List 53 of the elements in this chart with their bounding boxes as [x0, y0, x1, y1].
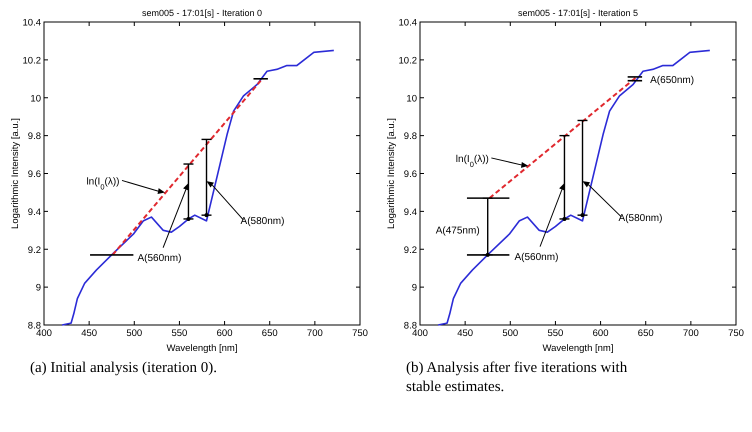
y-tick-label: 10 — [30, 93, 41, 104]
y-tick-label: 9.2 — [28, 244, 41, 256]
annotation: A(560nm) — [138, 252, 182, 264]
x-tick-label: 600 — [216, 328, 232, 339]
y-tick-label: 9 — [36, 282, 41, 294]
x-tick-label: 700 — [306, 328, 323, 339]
annotation: A(475nm) — [436, 226, 480, 237]
annotation: ln(I$_{0}$(λ)) — [86, 176, 120, 191]
y-tick-label: 9 — [412, 282, 417, 294]
y-tick-label: 9.4 — [28, 206, 41, 218]
x-tick-label: 550 — [172, 328, 188, 339]
x-tick-label: 550 — [548, 328, 564, 339]
annotation: A(650nm) — [650, 74, 694, 86]
x-tick-label: 450 — [457, 328, 474, 339]
chart-title: sem005 - 17:01[s] - Iteration 5 — [518, 8, 638, 18]
text: (a) Initial analysis (iteration 0). — [30, 360, 218, 376]
y-tick-label: 9.4 — [404, 206, 417, 218]
y-tick-label: 10.2 — [398, 55, 417, 66]
y-axis-title: Logarithmic Intensity [a.u.] — [386, 118, 397, 229]
x-tick-label: 750 — [728, 328, 744, 339]
x-tick-label: 600 — [592, 328, 608, 339]
x-tick-label: 400 — [36, 328, 52, 339]
point — [486, 252, 490, 257]
y-tick-label: 9.6 — [404, 169, 417, 180]
annotation: A(580nm) — [240, 216, 284, 228]
y-tick-label: 10 — [406, 93, 417, 104]
y-tick-label: 10.2 — [22, 55, 41, 66]
line-series — [61, 50, 335, 326]
y-tick-label: 9.2 — [404, 244, 417, 256]
x-tick-label: 650 — [638, 328, 654, 339]
y-tick-label: 10.4 — [398, 18, 417, 28]
x-tick-label: 700 — [682, 328, 699, 339]
x-tick-label: 500 — [502, 328, 518, 339]
x-tick-label: 650 — [262, 328, 278, 339]
annotation: ln(I$_{0}$(λ)) — [456, 154, 489, 168]
chart-title: sem005 - 17:01[s] - Iteration 0 — [142, 8, 262, 18]
annotation: A(580nm) — [618, 213, 662, 224]
text: (b) Analysis after five iterations with stable estimates. — [406, 360, 628, 395]
y-tick-label: 10.4 — [22, 18, 41, 28]
y-tick-label: 9.8 — [28, 131, 41, 142]
point — [562, 216, 566, 221]
point — [580, 213, 585, 218]
x-axis-title: Wavelength [nm] — [166, 343, 238, 354]
line-series — [437, 50, 711, 326]
y-axis-title: Logarithmic Intensity [a.u.] — [10, 118, 21, 229]
y-tick-label: 9.8 — [404, 131, 417, 142]
x-axis-title: Wavelength [nm] — [542, 343, 614, 354]
x-tick-label: 500 — [126, 328, 142, 339]
y-tick-label: 9.6 — [28, 169, 41, 180]
x-tick-label: 400 — [412, 328, 428, 339]
annotation: A(560nm) — [514, 252, 558, 263]
x-tick-label: 750 — [352, 328, 368, 339]
x-tick-label: 450 — [81, 328, 98, 339]
